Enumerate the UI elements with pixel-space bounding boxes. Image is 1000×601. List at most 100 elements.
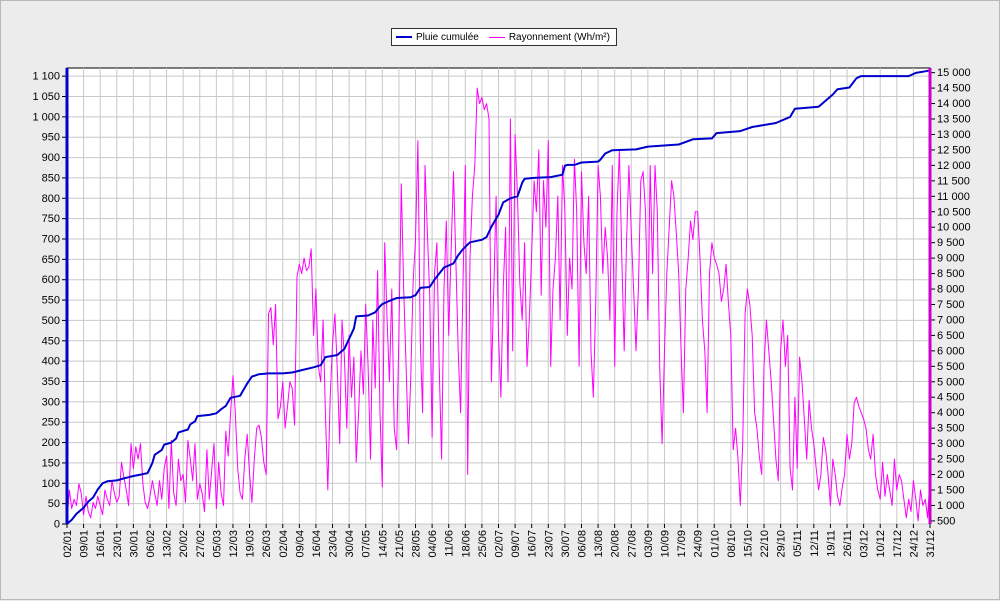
left-tick-label: 150: [42, 457, 60, 469]
right-tick-label: 11 500: [937, 175, 970, 187]
right-tick-label: 12 000: [937, 160, 971, 172]
right-tick-label: 5 500: [937, 361, 965, 373]
x-tick-label: 13/08: [593, 530, 605, 558]
x-tick-label: 29/10: [776, 530, 788, 558]
x-tick-label: 04/06: [427, 530, 439, 558]
x-tick-label: 10/12: [875, 530, 887, 558]
x-tick-label: 02/01: [62, 530, 74, 558]
x-tick-label: 27/08: [626, 530, 638, 558]
x-tick-label: 26/03: [261, 530, 273, 558]
x-tick-label: 09/01: [79, 530, 91, 558]
right-tick-label: 10 500: [937, 206, 971, 218]
x-tick-label: 06/08: [576, 530, 588, 558]
right-tick-label: 11 000: [937, 191, 970, 203]
series-layer: [66, 69, 931, 525]
right-tick-label: 1 500: [937, 484, 965, 496]
x-tick-label: 05/11: [792, 530, 804, 557]
left-tick-label: 250: [42, 417, 60, 429]
right-tick-label: 14 500: [937, 83, 971, 95]
x-axis: 02/01 09/01 16/01 23/01 30/01 06/02 13/02 20/02…: [62, 524, 937, 558]
x-tick-label: 24/09: [693, 530, 705, 558]
x-tick-label: 23/07: [543, 530, 555, 558]
x-tick-label: 09/07: [510, 530, 522, 558]
x-tick-label: 16/01: [95, 530, 107, 558]
grid: [66, 68, 931, 525]
x-tick-label: 15/10: [742, 530, 754, 558]
left-tick-label: 200: [42, 437, 60, 449]
right-tick-label: 14 000: [937, 98, 971, 110]
right-tick-label: 13 000: [937, 129, 971, 141]
x-tick-label: 17/09: [676, 530, 688, 558]
legend-label-rain: Pluie cumulée: [416, 31, 479, 43]
x-tick-label: 30/04: [344, 530, 356, 558]
legend-swatch-radiation: [488, 36, 505, 38]
x-tick-label: 14/05: [377, 530, 389, 558]
left-tick-label: 50: [48, 498, 60, 510]
right-tick-label: 12 500: [937, 144, 971, 156]
left-tick-label: 300: [42, 396, 60, 408]
legend-item-radiation: Rayonnement (Wh/m²): [488, 32, 610, 43]
x-tick-label: 11/06: [444, 530, 456, 557]
left-tick-label: 100: [42, 478, 60, 490]
x-tick-label: 23/01: [112, 530, 124, 558]
left-tick-label: 850: [42, 172, 60, 184]
x-tick-label: 12/03: [228, 530, 240, 558]
right-tick-label: 6 500: [937, 330, 965, 342]
x-tick-label: 18/06: [460, 530, 472, 558]
left-tick-label: 800: [42, 193, 60, 205]
x-tick-label: 20/08: [610, 530, 622, 558]
x-tick-label: 03/09: [643, 530, 655, 558]
left-tick-label: 1 050: [32, 91, 60, 103]
right-tick-label: 1 000: [937, 500, 965, 512]
left-tick-label: 450: [42, 335, 60, 347]
left-tick-label: 1 100: [32, 71, 60, 83]
x-tick-label: 13/02: [162, 530, 174, 558]
right-tick-label: 500: [937, 515, 955, 527]
left-tick-label: 500: [42, 315, 60, 327]
x-tick-label: 01/10: [709, 530, 721, 558]
right-tick-label: 7 500: [937, 299, 965, 311]
right-tick-label: 10 000: [937, 222, 971, 234]
x-tick-label: 06/02: [145, 530, 157, 558]
x-tick-label: 16/04: [311, 530, 323, 558]
series-line-rain: [66, 69, 931, 525]
right-tick-label: 15 000: [937, 67, 971, 79]
right-tick-label: 4 000: [937, 407, 965, 419]
right-tick-label: 2 500: [937, 454, 965, 466]
right-tick-label: 3 000: [937, 438, 965, 450]
x-tick-label: 03/12: [859, 530, 871, 558]
right-tick-label: 3 500: [937, 423, 965, 435]
x-tick-label: 22/10: [759, 530, 771, 558]
right-tick-label: 5 000: [937, 376, 965, 388]
x-tick-label: 19/03: [245, 530, 257, 558]
right-axis: 500 1 000 1 500 2 000 2 500 3 000 3 500 4 000 4 …: [930, 67, 971, 527]
left-tick-label: 550: [42, 295, 60, 307]
right-tick-label: 7 000: [937, 314, 965, 326]
x-tick-label: 05/03: [211, 530, 223, 558]
left-tick-label: 400: [42, 356, 60, 368]
x-tick-label: 30/07: [560, 530, 572, 558]
x-tick-label: 20/02: [178, 530, 190, 558]
x-tick-label: 10/09: [659, 530, 671, 558]
x-tick-label: 17/12: [892, 530, 904, 558]
x-tick-label: 28/05: [411, 530, 423, 558]
x-tick-label: 16/07: [527, 530, 539, 558]
left-axis: 0 50 100 150 200 250 300 350 400 450 500 550 600 650 7…: [32, 71, 67, 531]
right-tick-label: 13 500: [937, 114, 971, 126]
left-tick-label: 750: [42, 213, 60, 225]
left-tick-label: 700: [42, 234, 60, 246]
right-tick-label: 8 500: [937, 268, 965, 280]
left-tick-label: 600: [42, 274, 60, 286]
x-tick-label: 30/01: [128, 530, 140, 558]
x-tick-label: 07/05: [361, 530, 373, 558]
x-tick-label: 26/11: [842, 530, 854, 557]
x-tick-label: 12/11: [809, 530, 821, 557]
left-tick-label: 900: [42, 152, 60, 164]
left-tick-label: 650: [42, 254, 60, 266]
right-tick-label: 2 000: [937, 469, 965, 481]
series-line-radiation: [66, 87, 931, 522]
x-tick-label: 19/11: [825, 530, 837, 557]
x-tick-label: 31/12: [925, 530, 937, 558]
